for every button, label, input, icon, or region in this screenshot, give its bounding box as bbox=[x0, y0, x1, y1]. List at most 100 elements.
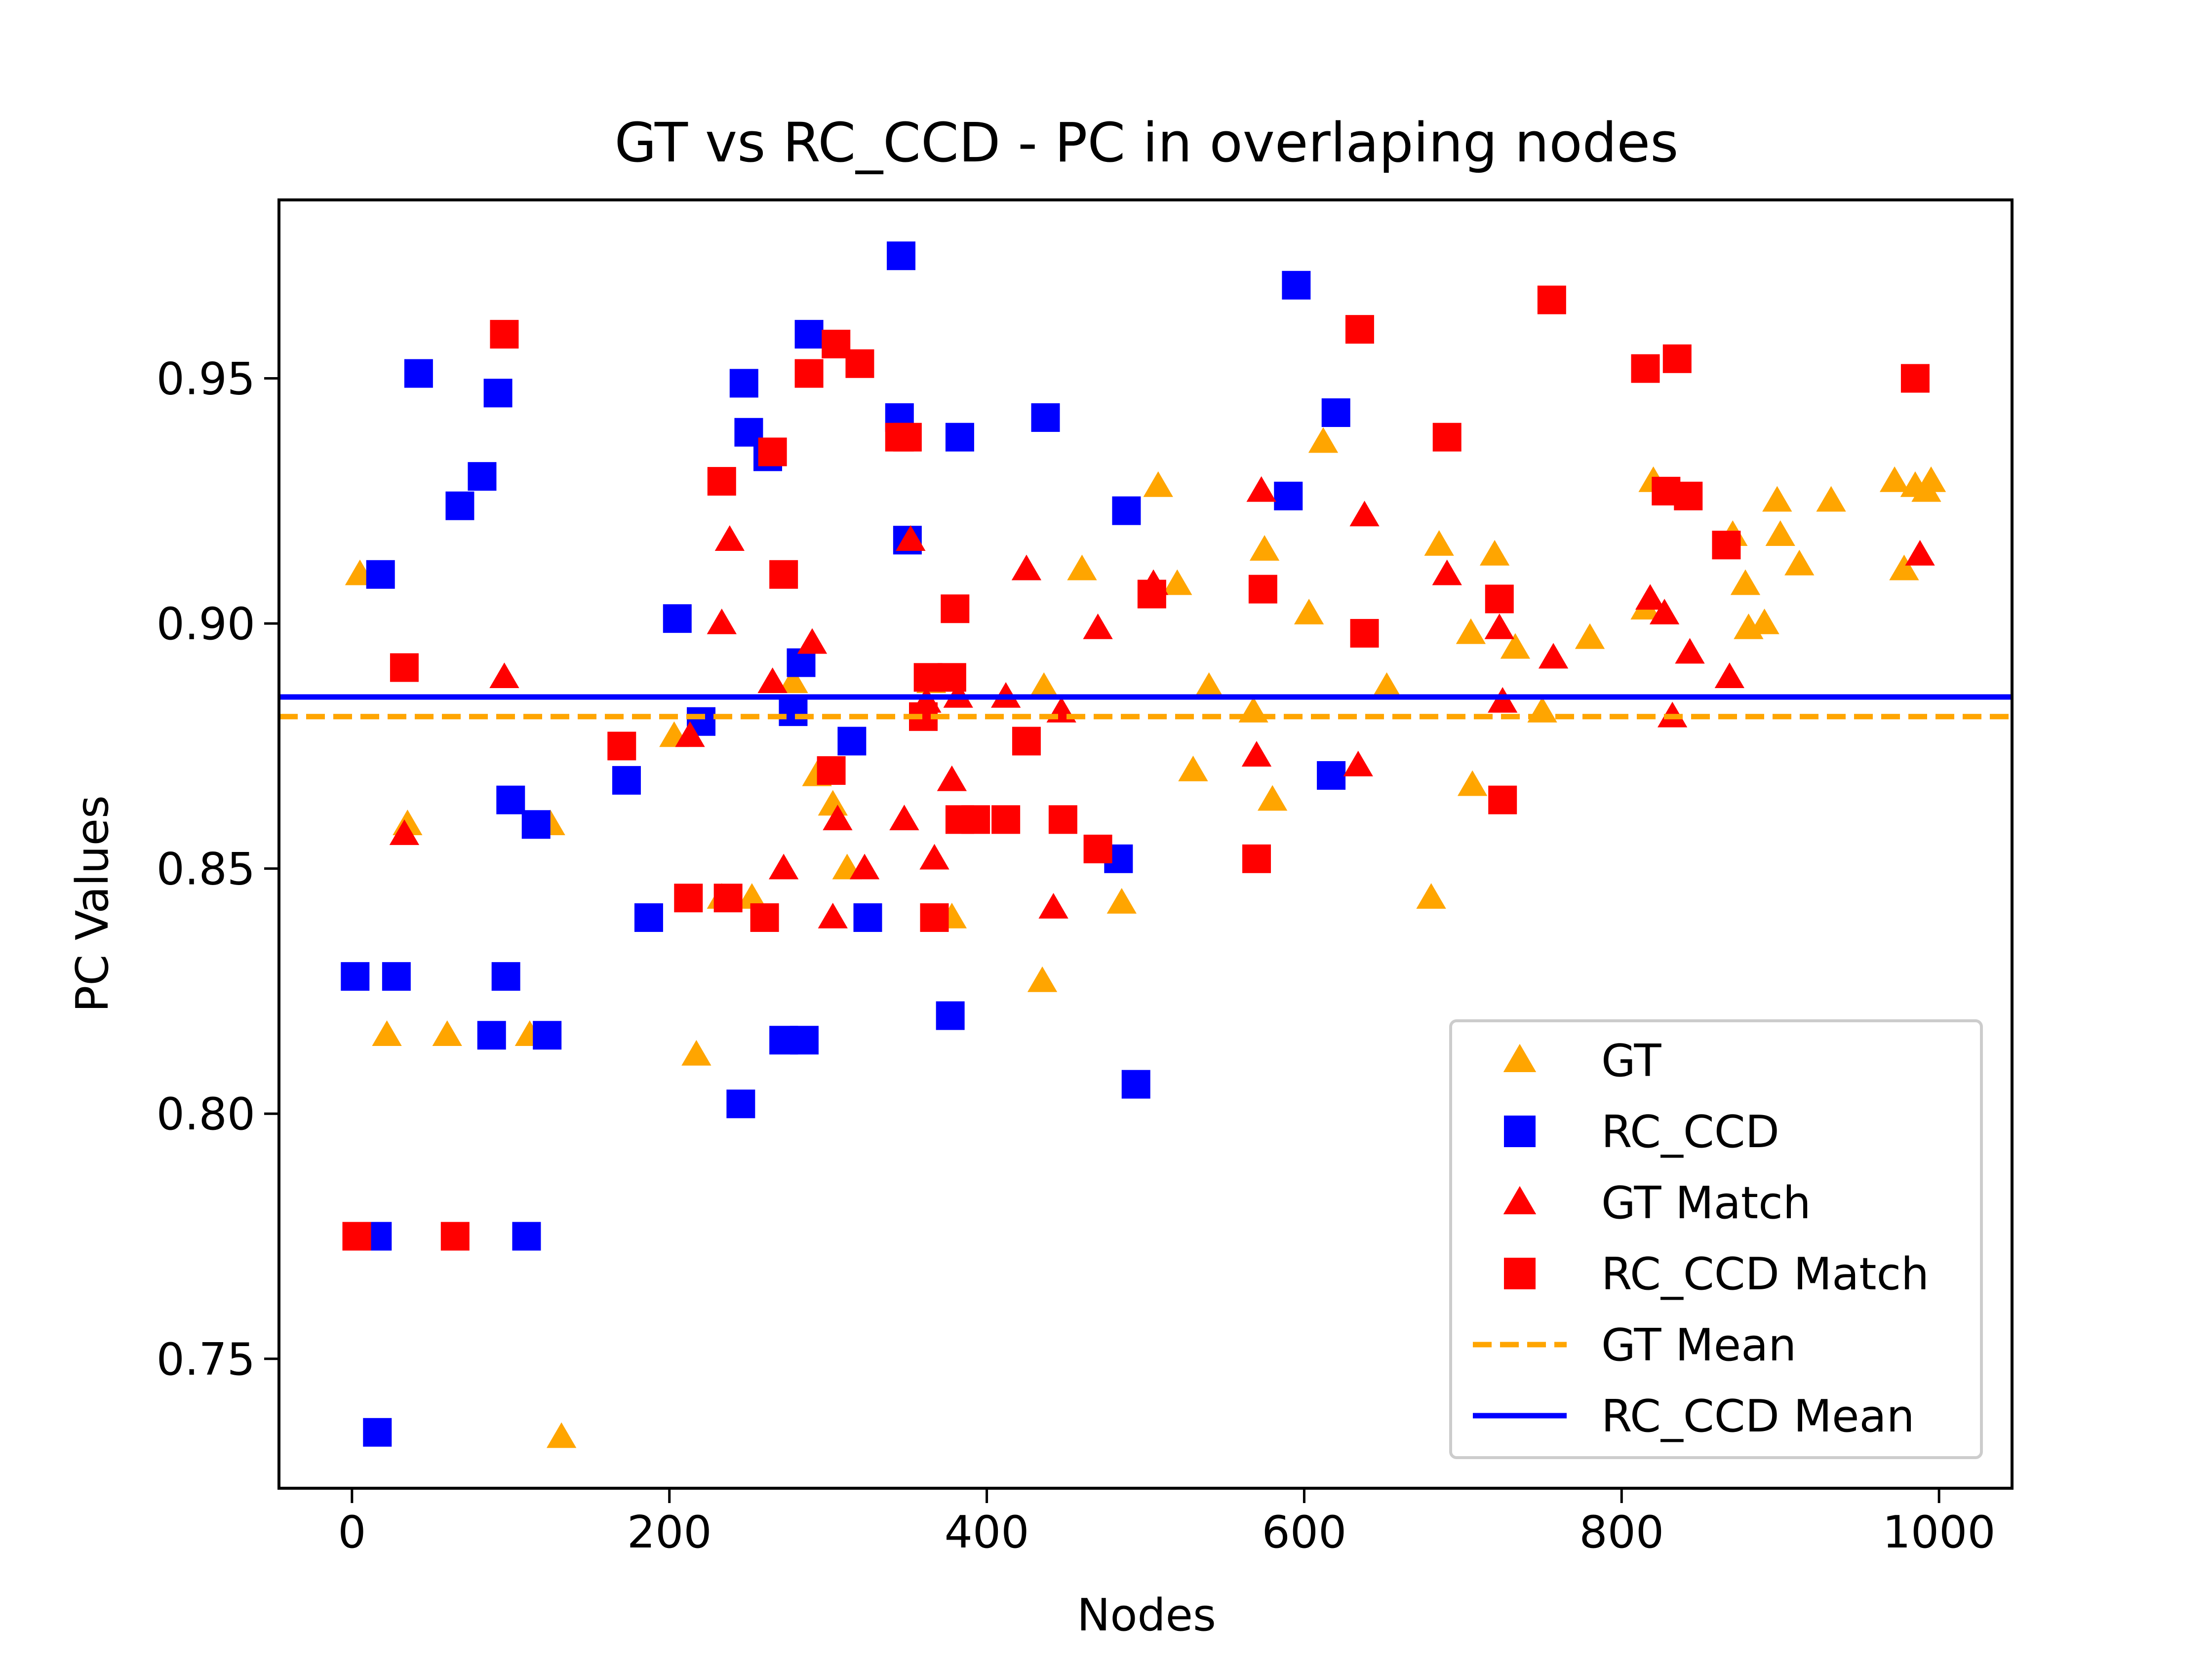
gt-point bbox=[1372, 672, 1402, 698]
gt-point bbox=[1027, 966, 1058, 992]
gt-match-point bbox=[1675, 638, 1705, 664]
gt-point bbox=[1879, 466, 1910, 492]
rc-ccd-point bbox=[483, 379, 513, 408]
legend-gt-match-swatch bbox=[1503, 1186, 1537, 1214]
y-tick-label: 0.85 bbox=[157, 844, 255, 895]
gt-match-point bbox=[1246, 476, 1276, 502]
rc-ccd-point bbox=[512, 1222, 541, 1251]
gt-match-point bbox=[889, 805, 919, 831]
gt-match-point bbox=[797, 628, 828, 654]
y-tick-label: 0.80 bbox=[157, 1088, 255, 1140]
gt-point bbox=[1178, 755, 1208, 781]
gt-match-point bbox=[919, 844, 949, 870]
rc-ccd-point bbox=[1282, 270, 1311, 300]
gt-point bbox=[1067, 554, 1097, 580]
x-axis-label: Nodes bbox=[1077, 1589, 1216, 1641]
rc-ccd-match-point bbox=[1712, 531, 1741, 560]
gt-match-point bbox=[1488, 687, 1518, 713]
gt-match-point bbox=[1649, 599, 1680, 624]
rc-ccd-match-point bbox=[1137, 579, 1166, 609]
gt-point bbox=[1029, 672, 1059, 698]
gt-point bbox=[1500, 633, 1531, 659]
rc-ccd-point bbox=[887, 241, 915, 270]
gt-point bbox=[546, 1422, 577, 1448]
rc-ccd-match-point bbox=[440, 1222, 470, 1251]
y-tick-label: 0.90 bbox=[157, 598, 255, 650]
gt-point bbox=[1575, 623, 1605, 649]
y-tick-label: 0.75 bbox=[157, 1334, 255, 1386]
gt-match-point bbox=[896, 525, 926, 551]
gt-point bbox=[1457, 770, 1488, 796]
rc-ccd-match-point bbox=[1242, 844, 1271, 873]
gt-match-point bbox=[707, 608, 737, 634]
rc-ccd-point bbox=[612, 766, 641, 795]
rc-ccd-match-point bbox=[1432, 423, 1462, 452]
rc-ccd-point bbox=[794, 320, 824, 349]
gt-point bbox=[1916, 466, 1946, 492]
gt-match-point bbox=[714, 525, 745, 551]
rc-ccd-match-point bbox=[817, 756, 846, 785]
rc-ccd-match-point bbox=[750, 903, 779, 932]
rc-ccd-match-point bbox=[961, 805, 990, 834]
gt-match-point bbox=[1343, 750, 1373, 776]
gt-match-point bbox=[1538, 643, 1569, 669]
legend-rc-ccd-label: RC_CCD bbox=[1601, 1106, 1779, 1158]
rc-ccd-match-point bbox=[893, 423, 922, 452]
gt-match-point bbox=[1905, 540, 1935, 566]
x-tick-label: 0 bbox=[338, 1506, 366, 1558]
rc-ccd-point bbox=[790, 1026, 819, 1055]
gt-point bbox=[1730, 569, 1761, 595]
gt-match-point bbox=[757, 667, 788, 693]
legend-rc-ccd-match-swatch bbox=[1504, 1258, 1536, 1289]
gt-match-point bbox=[1241, 741, 1272, 767]
legend-rc-ccd-swatch bbox=[1504, 1116, 1536, 1147]
rc-ccd-point bbox=[521, 810, 551, 839]
legend-box bbox=[1449, 1019, 1983, 1459]
rc-ccd-point bbox=[779, 697, 808, 726]
rc-ccd-match-point bbox=[794, 359, 824, 388]
gt-match-point bbox=[1011, 554, 1042, 580]
rc-ccd-point bbox=[1121, 1070, 1150, 1099]
gt-point bbox=[818, 790, 848, 816]
x-tick-label: 400 bbox=[945, 1506, 1029, 1558]
rc-ccd-point bbox=[341, 962, 370, 991]
rc-ccd-match-point bbox=[1350, 618, 1379, 648]
rc-ccd-point bbox=[1321, 398, 1350, 427]
rc-ccd-match-point bbox=[1248, 575, 1277, 604]
rc-ccd-match-point bbox=[1662, 344, 1692, 373]
gt-point bbox=[432, 1020, 462, 1046]
rc-ccd-point bbox=[663, 604, 692, 633]
gt-point bbox=[1456, 618, 1486, 644]
rc-ccd-match-point bbox=[1048, 805, 1077, 834]
rc-ccd-match-point bbox=[390, 653, 419, 682]
rc-ccd-point bbox=[477, 1021, 506, 1050]
gt-point bbox=[1194, 672, 1224, 698]
gt-match-point bbox=[675, 721, 705, 747]
rc-ccd-point bbox=[634, 903, 663, 932]
gt-match-point bbox=[1484, 613, 1514, 639]
rc-ccd-point bbox=[404, 359, 433, 388]
gt-match-point bbox=[768, 853, 799, 880]
rc-ccd-point bbox=[853, 903, 882, 932]
rc-ccd-point bbox=[468, 462, 497, 491]
legend-rc-ccd-mean-label: RC_CCD Mean bbox=[1601, 1391, 1915, 1442]
rc-ccd-point bbox=[1112, 496, 1141, 525]
gt-point bbox=[1749, 608, 1779, 634]
gt-point bbox=[1294, 599, 1324, 624]
rc-ccd-point bbox=[496, 785, 525, 814]
rc-ccd-match-point bbox=[1674, 481, 1703, 510]
gt-match-point bbox=[1714, 662, 1745, 689]
gt-point bbox=[1889, 554, 1919, 580]
rc-ccd-match-point bbox=[920, 903, 949, 932]
rc-ccd-match-point bbox=[845, 349, 874, 378]
legend-gt-mean-label: GT Mean bbox=[1601, 1319, 1796, 1371]
rc-ccd-match-point bbox=[991, 805, 1021, 834]
legend-gt-match-label: GT Match bbox=[1601, 1177, 1811, 1229]
rc-ccd-match-point bbox=[1083, 834, 1112, 863]
gt-point bbox=[1308, 427, 1339, 453]
rc-ccd-match-point bbox=[707, 467, 736, 496]
rc-ccd-match-point bbox=[941, 594, 970, 623]
rc-ccd-match-point bbox=[1012, 727, 1041, 756]
